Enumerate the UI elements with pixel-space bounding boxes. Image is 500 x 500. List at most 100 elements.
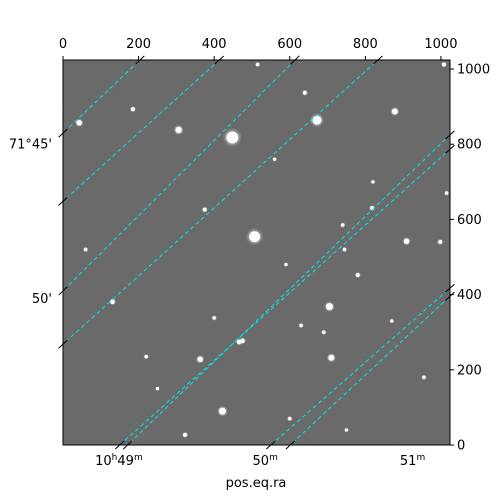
noise-speck [395, 133, 397, 135]
noise-speck [327, 423, 329, 425]
noise-speck [257, 430, 259, 432]
noise-speck [400, 276, 402, 278]
noise-speck [192, 304, 194, 306]
noise-speck [175, 61, 177, 63]
noise-speck [278, 392, 280, 394]
noise-speck [390, 440, 392, 442]
noise-speck [277, 179, 278, 181]
noise-speck [369, 363, 371, 365]
noise-speck [409, 105, 411, 107]
noise-speck [173, 95, 175, 97]
noise-speck [169, 432, 171, 434]
noise-speck [124, 192, 126, 194]
noise-speck [333, 80, 335, 82]
noise-speck [219, 125, 221, 127]
noise-speck [209, 359, 211, 360]
noise-speck [377, 352, 379, 354]
noise-speck [152, 382, 154, 384]
noise-speck [109, 245, 111, 247]
x-axis-title: pos.eq.ra [226, 476, 287, 491]
star [130, 107, 135, 112]
star [371, 180, 375, 184]
noise-speck [81, 239, 83, 241]
star [110, 299, 115, 305]
noise-speck [311, 207, 313, 209]
noise-speck [150, 81, 152, 83]
noise-speck [118, 236, 120, 237]
noise-speck [165, 163, 167, 165]
noise-speck [210, 272, 212, 274]
noise-speck [185, 237, 187, 239]
noise-speck [227, 89, 229, 91]
noise-speck [220, 251, 222, 253]
noise-speck [218, 130, 220, 131]
star [183, 432, 188, 437]
noise-speck [390, 115, 391, 117]
star [202, 207, 207, 212]
noise-speck [349, 98, 351, 100]
image-background [63, 60, 450, 445]
noise-speck [273, 226, 275, 228]
noise-speck [343, 405, 345, 407]
noise-speck [282, 229, 284, 231]
noise-speck [123, 114, 125, 116]
noise-speck [278, 357, 280, 358]
noise-speck [239, 89, 241, 91]
y-tick-label: 800 [457, 138, 482, 153]
noise-speck [275, 286, 276, 288]
noise-speck [382, 242, 384, 244]
noise-speck [141, 319, 143, 321]
noise-speck [252, 209, 254, 210]
noise-speck [283, 181, 284, 183]
noise-speck [128, 155, 130, 157]
noise-speck [227, 386, 229, 388]
noise-speck [280, 255, 282, 257]
noise-speck [124, 222, 126, 224]
noise-speck [390, 403, 392, 404]
x-tick-label: 1000 [424, 37, 457, 52]
noise-speck [427, 404, 429, 406]
noise-speck [357, 166, 359, 167]
world-tick-mark [114, 440, 125, 450]
noise-speck [113, 244, 115, 246]
noise-speck [173, 385, 175, 387]
noise-speck [325, 220, 327, 222]
noise-speck [235, 121, 237, 123]
noise-speck [112, 194, 114, 196]
noise-speck [388, 309, 390, 311]
noise-speck [262, 120, 264, 122]
noise-speck [237, 356, 239, 358]
noise-speck [157, 233, 159, 235]
noise-speck [404, 150, 406, 152]
star [218, 407, 226, 415]
noise-speck [349, 181, 350, 183]
world-tick-mark [135, 55, 145, 65]
x-tick-label: 800 [353, 37, 378, 52]
noise-speck [81, 278, 83, 280]
noise-speck [78, 231, 80, 233]
star [322, 330, 326, 334]
noise-speck [374, 436, 376, 438]
noise-speck [394, 373, 396, 375]
noise-speck [121, 435, 123, 437]
noise-speck [413, 236, 415, 238]
noise-speck [249, 132, 251, 134]
noise-speck [390, 433, 392, 435]
noise-speck [290, 195, 292, 196]
noise-speck [410, 383, 412, 385]
noise-speck [369, 339, 370, 341]
noise-speck [111, 284, 113, 286]
noise-speck [291, 315, 293, 317]
noise-speck [400, 413, 402, 415]
noise-speck [274, 252, 276, 254]
noise-speck [177, 352, 178, 354]
noise-speck [145, 88, 147, 90]
noise-speck [77, 294, 78, 295]
noise-speck [446, 156, 448, 158]
noise-speck [389, 298, 391, 300]
grid-line-dec [63, 60, 141, 134]
noise-speck [330, 169, 332, 171]
noise-speck [185, 118, 187, 120]
noise-speck [429, 285, 431, 287]
